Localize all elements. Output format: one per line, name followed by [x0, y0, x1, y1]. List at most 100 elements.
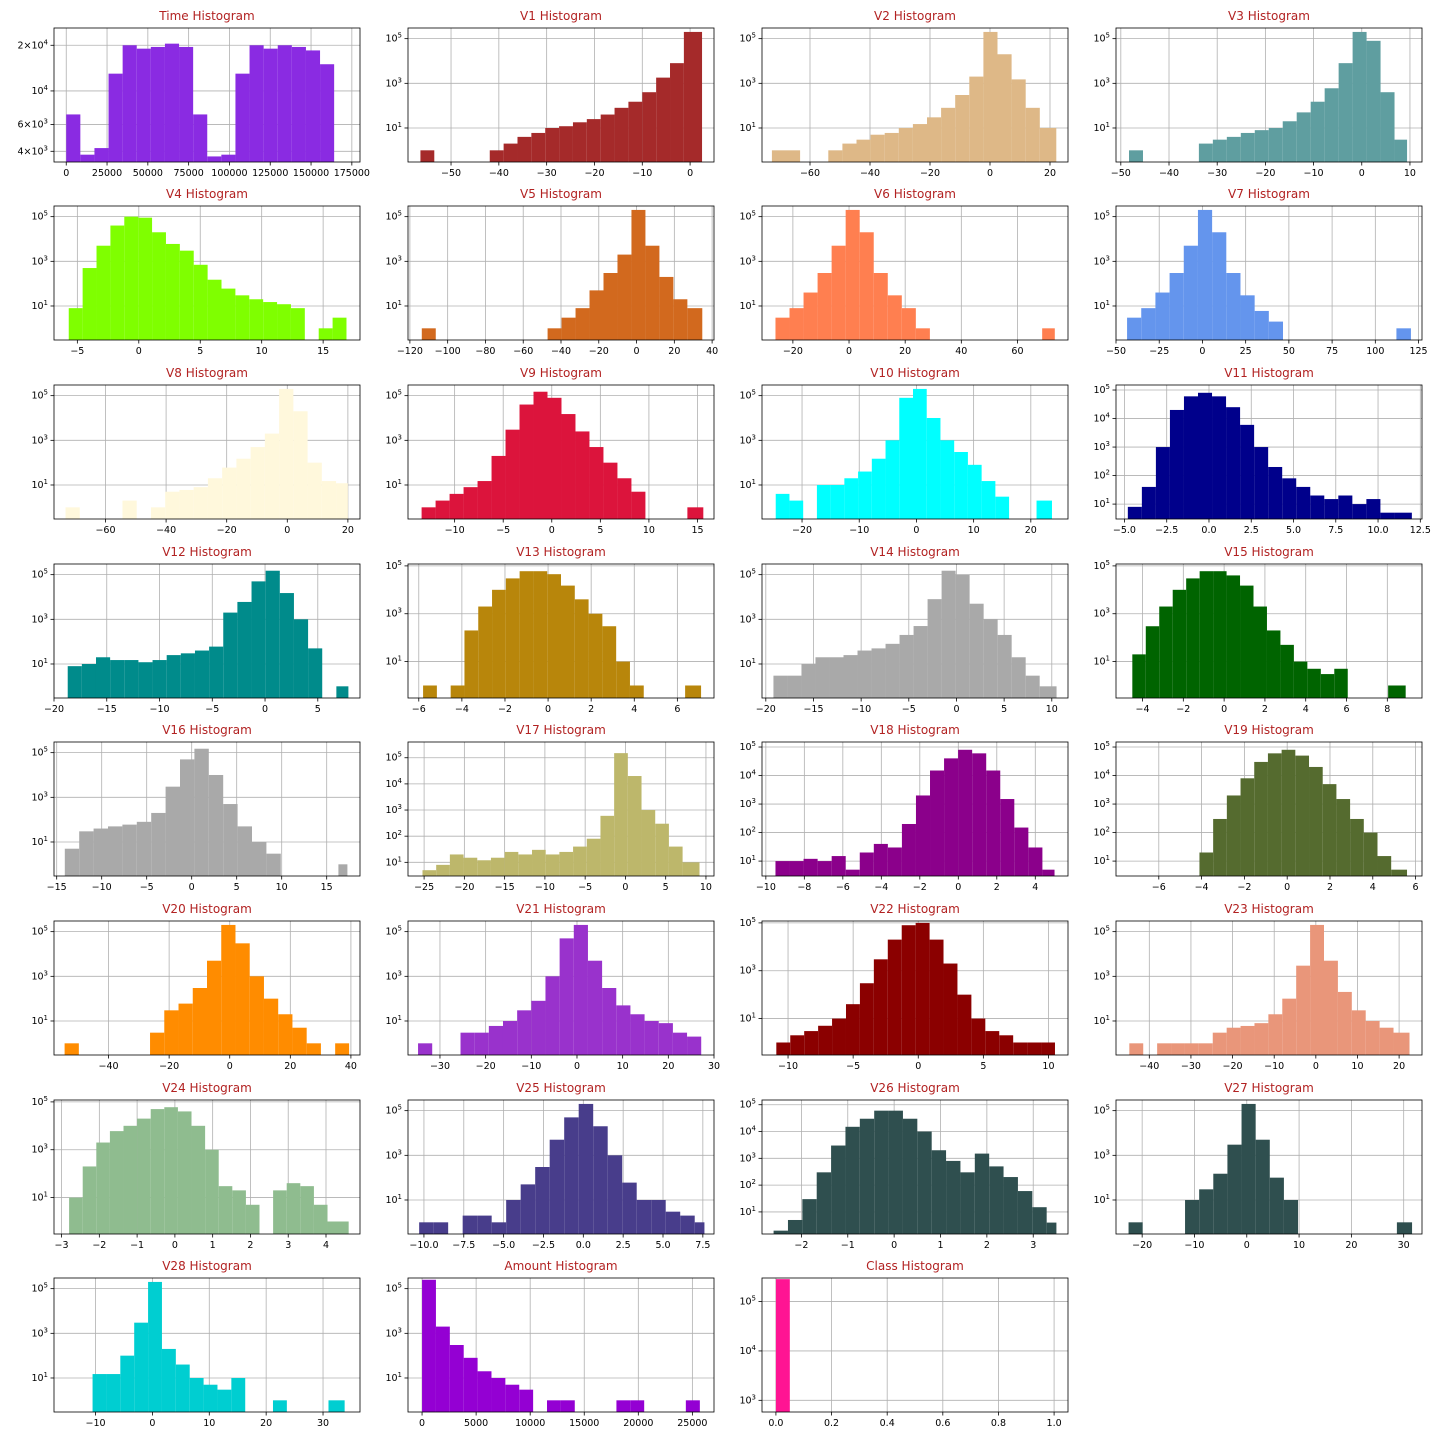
plot-frame	[53, 1277, 361, 1413]
y-tick-base: 10	[1093, 385, 1105, 396]
histogram-bar	[177, 1111, 192, 1234]
x-tick-label: 20000	[623, 1418, 653, 1429]
y-tick-exponent: 1	[1106, 1193, 1110, 1201]
histogram-bar	[859, 852, 874, 876]
histogram-bar	[787, 675, 802, 698]
chart-title: V2 Histogram	[874, 9, 956, 23]
y-tick-base: 10	[385, 609, 397, 620]
histogram-bar	[816, 484, 831, 519]
histogram-bar	[106, 1374, 121, 1412]
histogram-bar	[250, 447, 265, 519]
y-tick-base: 10	[31, 614, 43, 625]
y-tick-exponent: 1	[752, 657, 756, 665]
histogram-bar	[1363, 832, 1378, 876]
y-tick-exponent: 5	[398, 1282, 402, 1290]
histogram-bar	[1268, 1014, 1283, 1055]
histogram-bar	[899, 397, 913, 519]
y-tick-label: 105	[385, 751, 402, 764]
x-tick-label: −2.5	[532, 1240, 555, 1251]
x-tick-label: −10.0	[409, 1240, 438, 1251]
histogram-bar	[251, 581, 266, 698]
histogram-bar	[842, 143, 857, 162]
histogram-bar	[786, 150, 801, 162]
histogram-bar	[320, 64, 335, 162]
histogram-bar	[328, 1400, 345, 1412]
histogram-bar	[845, 1004, 860, 1055]
x-tick-label: −20	[476, 1061, 496, 1072]
histogram-bar	[264, 433, 280, 519]
histogram-bar	[1254, 1023, 1269, 1055]
histogram-bar	[519, 571, 534, 698]
x-tick-label: 0.0	[768, 1418, 783, 1429]
histogram-bar	[1296, 965, 1311, 1055]
histogram-bar	[1282, 998, 1297, 1055]
histogram-bar	[491, 455, 506, 519]
y-tick-label: 101	[1093, 299, 1110, 312]
histogram-bar	[658, 1023, 673, 1055]
x-tick-label: 0.2	[824, 1418, 839, 1429]
x-tick-label: −80	[475, 346, 495, 357]
histogram-bar	[561, 317, 576, 340]
histogram-bar	[588, 613, 603, 698]
x-tick-label: 20	[1025, 525, 1037, 536]
x-tick-label: −7.5	[452, 1240, 475, 1251]
y-tick-label: 101	[385, 1193, 402, 1206]
histogram-bar	[1036, 500, 1052, 519]
y-tick-exponent: 3	[398, 1148, 402, 1156]
y-tick-exponent: 5	[1106, 740, 1110, 748]
histogram-bar	[1282, 121, 1297, 162]
x-tick-label: 0	[149, 1418, 155, 1429]
y-tick-base: 10	[739, 799, 751, 810]
histogram-bar	[901, 823, 916, 876]
histogram-bar	[603, 462, 618, 519]
x-tick-label: −20	[159, 1061, 179, 1072]
y-tick-base: 10	[1093, 471, 1105, 482]
x-tick-label: 2	[588, 704, 594, 715]
y-tick-label: 102	[1093, 469, 1110, 482]
histogram-bar	[1254, 310, 1269, 340]
x-tick-label: −40	[99, 1061, 119, 1072]
histogram-bar	[477, 1215, 492, 1234]
histogram-bar	[803, 292, 818, 340]
histogram-bar	[930, 770, 945, 876]
x-tick-label: −20	[217, 525, 237, 536]
y-tick-base: 10	[31, 256, 43, 267]
histogram-bar	[929, 939, 944, 1055]
histogram-bar	[983, 619, 998, 698]
x-tick-label: 2	[1262, 704, 1268, 715]
histogram-bar	[589, 290, 604, 340]
histogram-bar	[659, 276, 674, 340]
y-tick-exponent: 5	[398, 389, 402, 397]
x-tick-label: 10	[968, 525, 980, 536]
histogram-bar	[955, 95, 970, 162]
x-tick-label: 0	[913, 525, 919, 536]
histogram-bar	[1295, 755, 1310, 876]
histogram-bar	[82, 268, 97, 340]
histogram-bar	[1226, 1027, 1241, 1055]
chart-title: V23 Histogram	[1224, 902, 1314, 916]
histogram-bar	[559, 126, 573, 162]
histogram-bar	[293, 411, 308, 519]
histogram-bar	[535, 1167, 550, 1234]
x-tick-label: −100	[435, 346, 461, 357]
histogram-bar	[150, 507, 166, 519]
x-tick-label: −2	[1237, 882, 1251, 893]
histogram-bar	[120, 1355, 135, 1412]
y-tick-label: 102	[1093, 826, 1110, 839]
histogram-bar	[802, 1199, 817, 1234]
histogram-bar	[194, 650, 210, 698]
histogram-bar	[504, 851, 519, 876]
histogram-bar	[488, 1025, 503, 1055]
y-tick-label: 105	[385, 32, 402, 45]
histogram-bar	[151, 812, 166, 876]
x-tick-label: −40	[156, 525, 176, 536]
y-tick-base: 10	[739, 1100, 751, 1111]
x-tick-label: −120	[397, 346, 423, 357]
y-tick-base: 10	[739, 966, 751, 977]
histogram-bar	[478, 606, 493, 698]
histogram-bar	[884, 132, 899, 162]
histogram-bar	[1393, 1032, 1410, 1055]
histogram-bar	[887, 295, 902, 340]
y-tick-label: 101	[739, 121, 756, 134]
